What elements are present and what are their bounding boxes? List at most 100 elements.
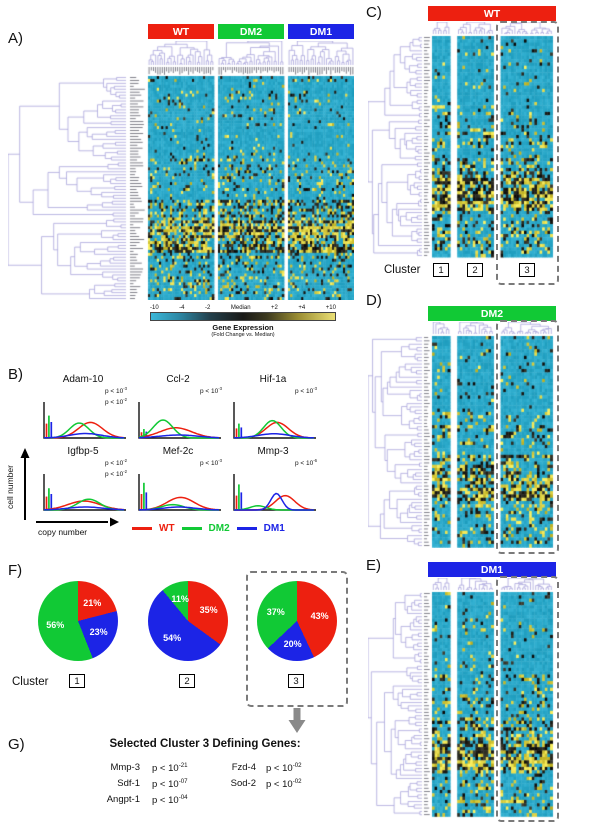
p-value: p < 10-3 xyxy=(295,385,317,396)
pie-slice-label: 23% xyxy=(89,626,108,637)
gene-name: Sdf-1 xyxy=(117,778,140,789)
pie-slice-label: 43% xyxy=(310,610,329,621)
legend-label-dm2: DM2 xyxy=(208,523,230,534)
p-value: p < 10-04 xyxy=(152,794,188,806)
pie-cluster-1: 21% 23% 56% xyxy=(38,581,118,661)
p-value-base: p < 10 xyxy=(266,779,293,791)
gene-name: Mmp-3 xyxy=(257,446,289,457)
p-value: p < 10-2 xyxy=(105,468,127,479)
p-value-base: p < 10 xyxy=(266,763,293,775)
p-value-base: p < 10 xyxy=(294,460,314,468)
p-value-exponent: -04 xyxy=(178,794,188,801)
histogram-plot xyxy=(43,402,126,439)
legend-label-dm1: DM1 xyxy=(263,523,285,534)
cluster-box-3: 3 xyxy=(519,263,535,277)
p-value-exponent: -07 xyxy=(178,778,188,785)
p-value-base: p < 10 xyxy=(104,470,124,478)
p-value-exponent: -3 xyxy=(313,386,317,391)
pie-slice-label: 35% xyxy=(199,605,218,616)
panel-b-label: B) xyxy=(8,366,23,383)
colorbar-ticks: -10 -4 -2 Median +2 +4 +10 xyxy=(150,305,336,311)
p-value-base: p < 10 xyxy=(152,795,179,807)
colorbar-tick: -10 xyxy=(150,305,159,311)
pie-slice-label: 20% xyxy=(283,638,302,649)
gene-name: Sod-2 xyxy=(230,778,256,789)
p-value: p < 10-3 xyxy=(105,385,127,396)
colorbar-subtitle: (Fold Change vs. Median) xyxy=(211,332,275,338)
cluster-box-2: 2 xyxy=(467,263,483,277)
pie-cluster-2: 35% 54% 11% xyxy=(148,581,228,661)
p-values: p < 10-3 xyxy=(295,385,317,396)
pie-slice-label: 54% xyxy=(163,632,182,643)
histogram-plot xyxy=(138,402,221,439)
pie-cluster-3: 43% 20% 37% xyxy=(257,581,337,661)
gene-name: Angpt-1 xyxy=(106,794,140,805)
histogram-plot xyxy=(138,474,221,511)
cluster-caption-c: Cluster xyxy=(384,264,421,276)
gene-row: Sod-2 p < 10-02 xyxy=(212,778,302,790)
cluster3-highlight-box-d xyxy=(496,320,559,554)
cell-number-axis-arrow xyxy=(20,448,30,520)
colorbar-tick: -2 xyxy=(205,305,211,311)
colorbar: -10 -4 -2 Median +2 +4 +10 Gene Expressi… xyxy=(150,305,336,338)
p-value-base: p < 10 xyxy=(104,460,124,468)
cluster3-highlight-box-f xyxy=(246,571,348,707)
colorbar-tick: Median xyxy=(230,305,251,311)
plot-mmp-3: Mmp-3 p < 10-6 xyxy=(228,446,318,516)
group-header-wt: WT xyxy=(148,24,214,39)
gene-row: Angpt-1 p < 10-04 xyxy=(86,794,188,806)
p-value: p < 10-3 xyxy=(200,385,222,396)
p-values: p < 10-3 xyxy=(200,385,222,396)
gene-name: Mmp-3 xyxy=(110,762,140,773)
p-value-exponent: -21 xyxy=(178,762,188,769)
cluster-box-1: 1 xyxy=(433,263,449,277)
p-values: p < 10-3 p < 10-2 xyxy=(105,385,127,406)
colorbar-gradient xyxy=(150,312,336,321)
copy-number-axis-arrow xyxy=(36,517,119,527)
gene-name: Adam-10 xyxy=(62,374,104,385)
gene-row: Fzd-4 p < 10-02 xyxy=(212,762,302,774)
plot-adam-10: Adam-10 p < 10-3 p < 10-2 xyxy=(38,374,128,444)
pie-slice-label: 37% xyxy=(266,606,285,617)
pie-cluster-box-1: 1 xyxy=(69,674,85,688)
group-header-dm1: DM1 xyxy=(288,24,354,39)
cluster3-genes-title: Selected Cluster 3 Defining Genes: xyxy=(109,738,301,750)
p-value-exponent: -02 xyxy=(292,762,302,769)
colorbar-tick: -4 xyxy=(179,305,185,311)
histogram-plot xyxy=(233,474,316,511)
panel-f-label: F) xyxy=(8,562,23,579)
p-value-base: p < 10 xyxy=(104,398,124,406)
panel-g-label: G) xyxy=(8,736,25,753)
panel-d-header: DM2 xyxy=(428,306,556,321)
p-value-base: p < 10 xyxy=(294,388,314,396)
panel-b-xlabel: copy number xyxy=(38,527,88,537)
gene-name: Mef-2c xyxy=(162,446,194,457)
cluster3-highlight-box-c xyxy=(496,21,559,285)
gene-row: Mmp-3 p < 10-21 xyxy=(86,762,188,774)
pie-cluster-box-2: 2 xyxy=(179,674,195,688)
p-values: p < 10-2 p < 10-2 xyxy=(105,457,127,478)
p-value-exponent: -3 xyxy=(218,458,222,463)
panel-c-header: WT xyxy=(428,6,556,21)
panel-e-label: E) xyxy=(366,557,381,574)
plot-hif-1a: Hif-1a p < 10-3 xyxy=(228,374,318,444)
panel-d-label: D) xyxy=(366,292,382,309)
colorbar-title: Gene Expression xyxy=(212,323,274,332)
heatmap-d-canvas xyxy=(368,322,558,548)
pie-slice-label: 21% xyxy=(83,597,102,608)
histogram-plot xyxy=(43,474,126,511)
cluster-caption-f: Cluster xyxy=(12,676,49,688)
p-value: p < 10-2 xyxy=(105,396,127,407)
legend-swatch-wt xyxy=(132,527,152,530)
pie-slice-label: 11% xyxy=(171,594,189,605)
p-values: p < 10-3 xyxy=(200,457,222,468)
colorbar-tick: +2 xyxy=(271,305,278,311)
heatmap-a-canvas xyxy=(8,41,354,300)
p-value-exponent: -3 xyxy=(123,386,127,391)
plot-igfbp-5: Igfbp-5 p < 10-2 p < 10-2 xyxy=(38,446,128,516)
legend-label-wt: WT xyxy=(159,523,175,534)
colorbar-tick: +10 xyxy=(325,305,336,311)
p-value-base: p < 10 xyxy=(199,460,219,468)
group-header-dm2: DM2 xyxy=(218,24,284,39)
